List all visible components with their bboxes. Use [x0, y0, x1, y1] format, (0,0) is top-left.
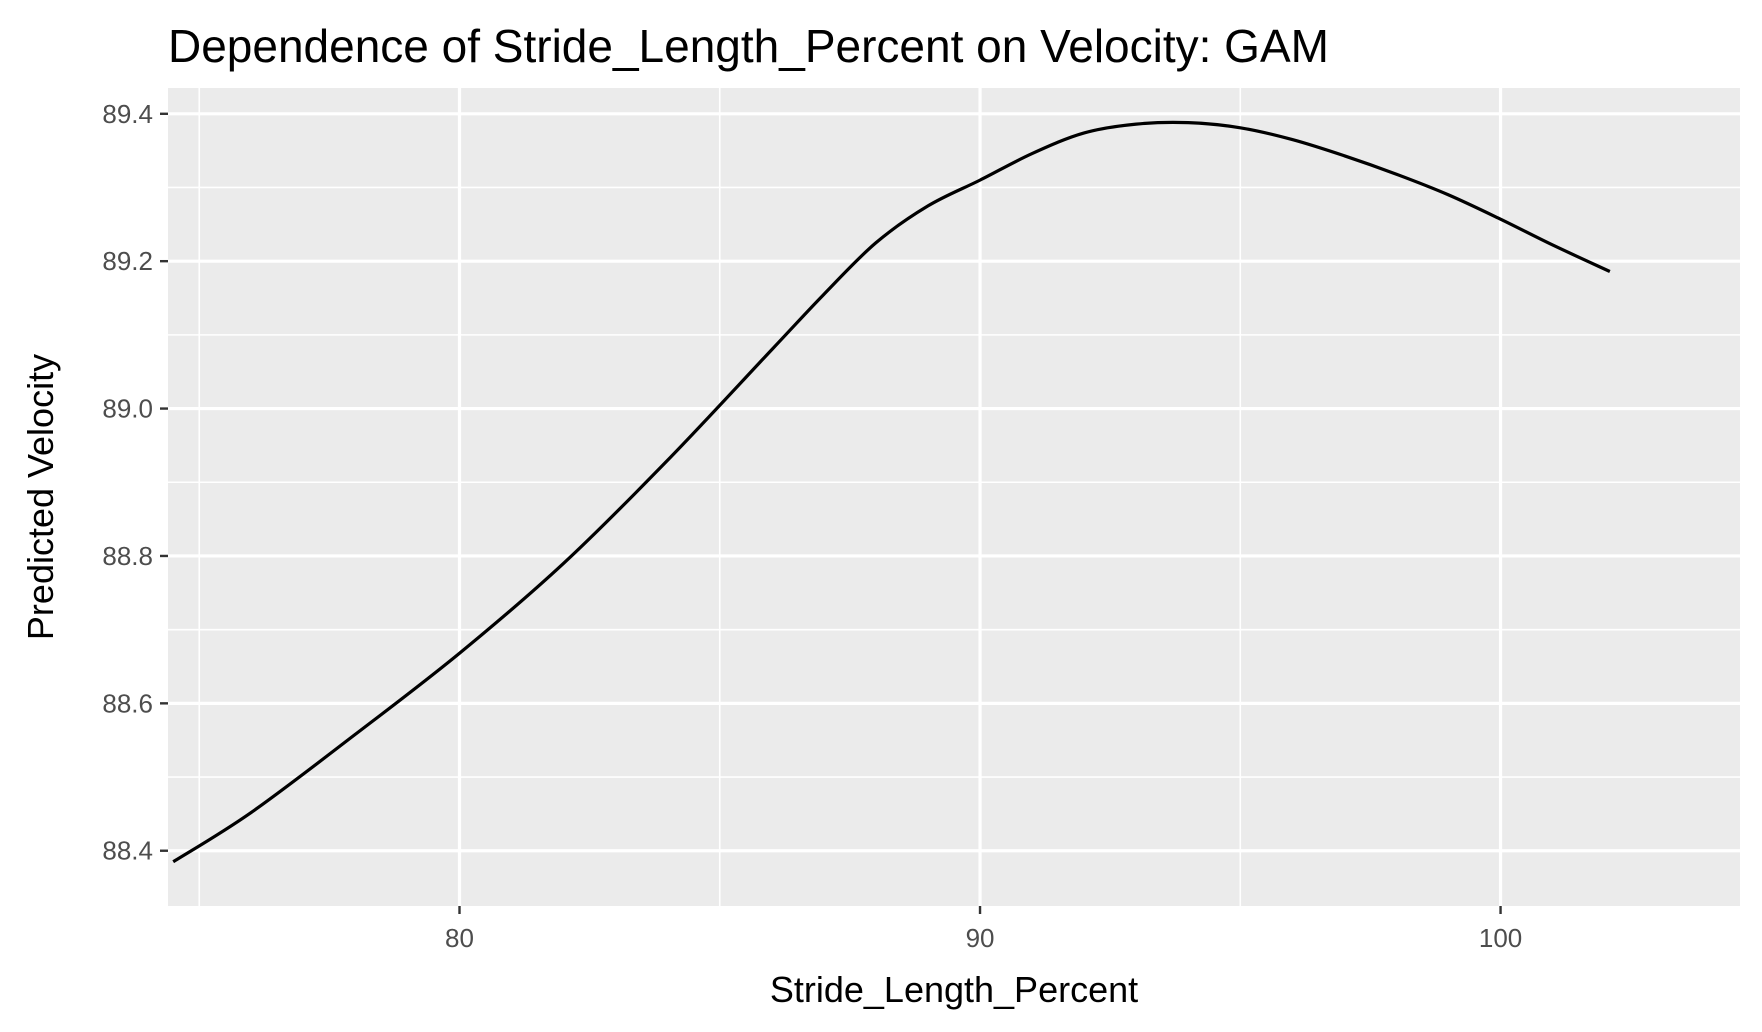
major-grid [168, 88, 1740, 906]
x-tick-label: 90 [966, 923, 995, 953]
tick-labels: 80 90 100 88.4 88.6 88.8 89.0 89.2 89.4 [102, 99, 1522, 953]
minor-grid [168, 88, 1740, 906]
x-axis-title: Stride_Length_Percent [770, 969, 1138, 1010]
series-line [172, 120, 1611, 864]
plot-panel [168, 88, 1740, 906]
y-tick-label: 88.8 [102, 541, 153, 571]
axis-ticks [160, 112, 1502, 914]
chart-title: Dependence of Stride_Length_Percent on V… [168, 20, 1329, 72]
y-tick-label: 89.0 [102, 394, 153, 424]
y-tick-label: 89.4 [102, 99, 153, 129]
x-tick-label: 80 [445, 923, 474, 953]
y-tick-label: 88.4 [102, 836, 153, 866]
y-tick-label: 89.2 [102, 246, 153, 276]
x-tick-label: 100 [1479, 923, 1522, 953]
y-tick-label: 88.6 [102, 688, 153, 718]
y-axis-title: Predicted Velocity [20, 354, 61, 640]
